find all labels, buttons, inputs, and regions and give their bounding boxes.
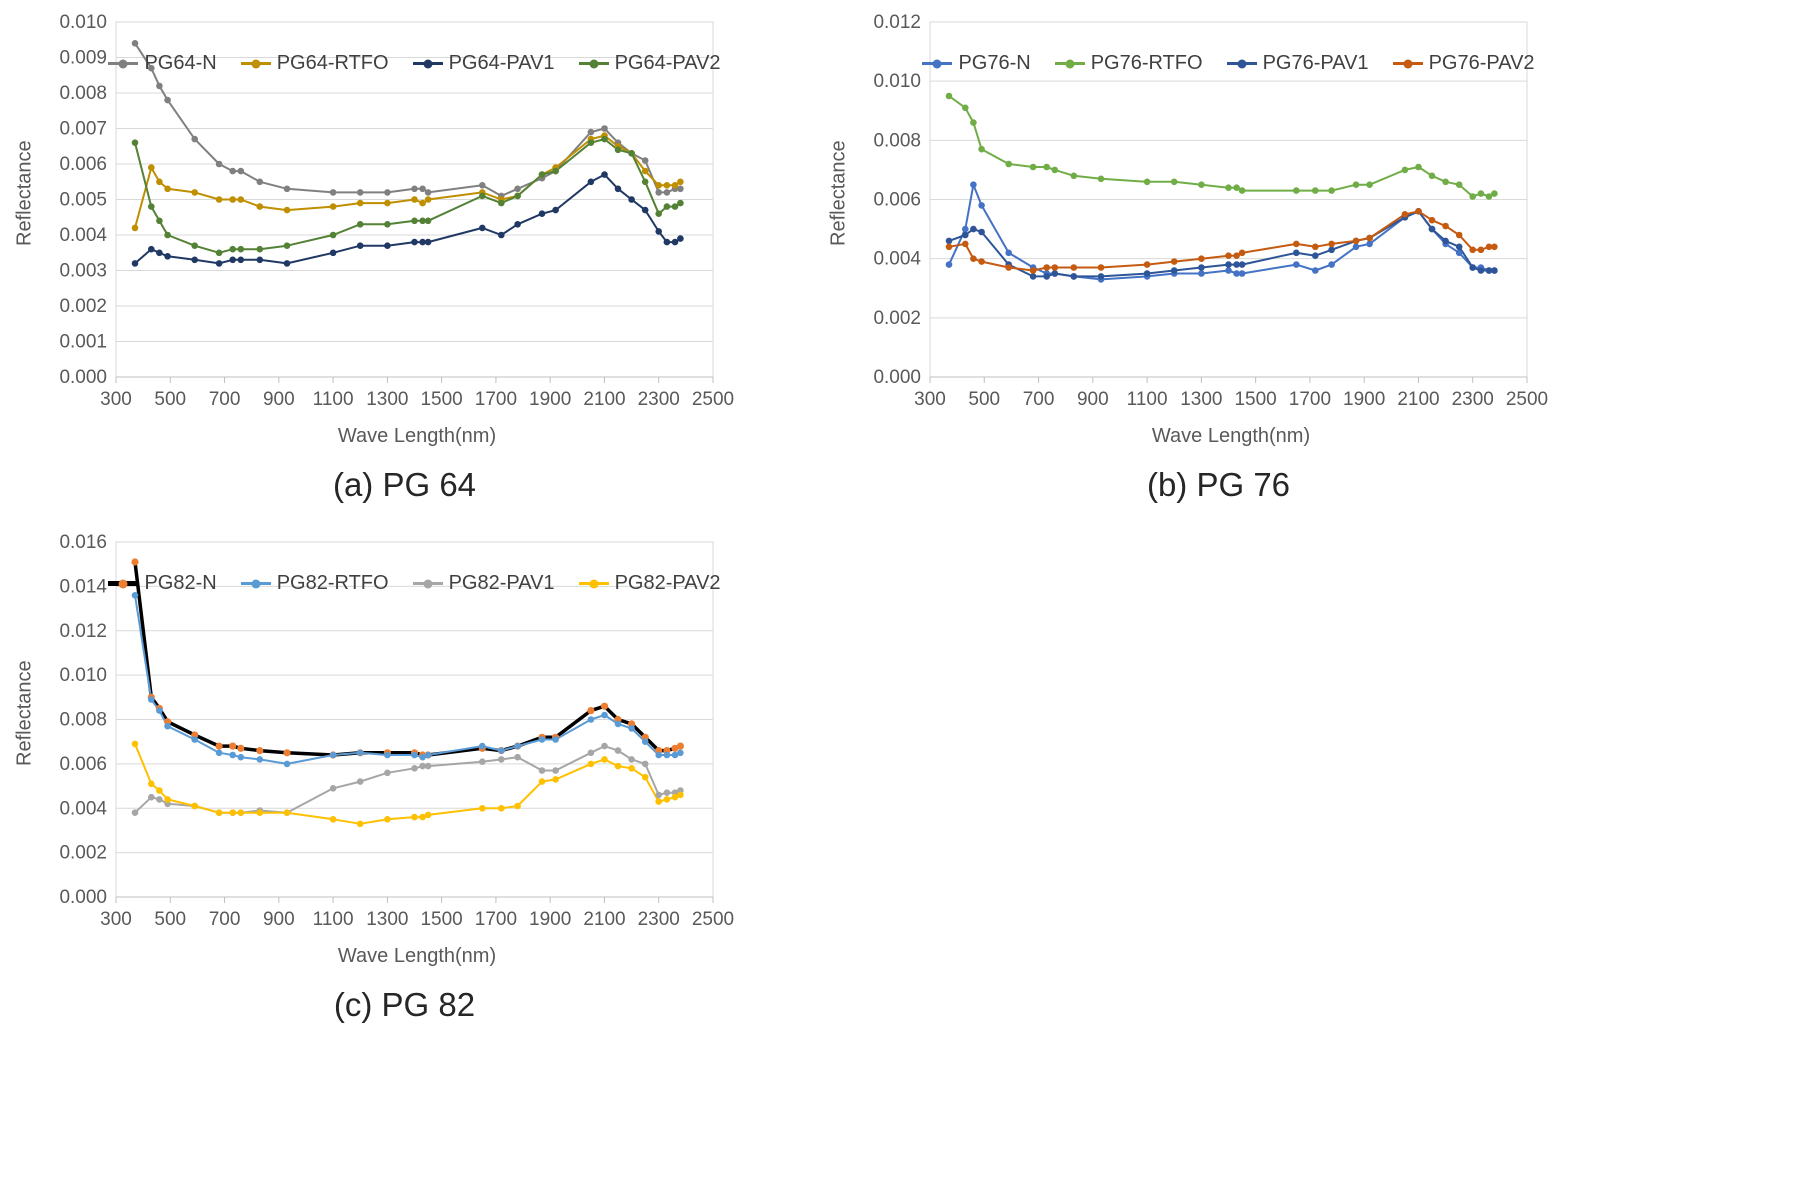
chart-c-x-axis-title: Wave Length(nm)	[337, 945, 497, 967]
svg-text:0.016: 0.016	[59, 532, 107, 553]
svg-text:0.004: 0.004	[59, 225, 107, 246]
svg-text:0.012: 0.012	[59, 621, 107, 642]
svg-text:0.005: 0.005	[59, 190, 107, 211]
svg-text:1300: 1300	[366, 389, 408, 410]
svg-text:0.000: 0.000	[59, 367, 107, 388]
chart-b-canvas: 0.000 0.002 0.004 0.006 0.008 0.010 0.012 300 50…	[873, 12, 1548, 410]
chart-c-pg82: Reflectance 0.000 0.002 0.004 0.006 0.008 0.0…	[12, 530, 742, 1024]
svg-text:2500: 2500	[692, 909, 734, 930]
svg-text:0.010: 0.010	[873, 71, 921, 92]
svg-text:0.014: 0.014	[59, 576, 107, 597]
svg-text:0.000: 0.000	[873, 367, 921, 388]
chart-c-canvas: 0.000 0.002 0.004 0.006 0.008 0.010 0.012 0.014…	[59, 532, 734, 930]
chart-a-caption: (a) PG 64	[332, 466, 477, 503]
svg-text:0.007: 0.007	[59, 119, 107, 140]
chart-b-pg76: Reflectance 0.000 0.002 0.004 0.006 0.008 0.0…	[826, 10, 1556, 504]
svg-text:2500: 2500	[1506, 389, 1548, 410]
svg-text:500: 500	[154, 909, 186, 930]
svg-text:1100: 1100	[313, 909, 354, 930]
chart-a-plot-area: 0.000 0.001 0.002 0.003 0.004 0.005 0.006 0.007…	[38, 10, 738, 425]
svg-text:700: 700	[209, 389, 241, 410]
svg-text:0.008: 0.008	[59, 710, 107, 731]
svg-text:0.004: 0.004	[59, 798, 107, 819]
svg-text:900: 900	[263, 389, 295, 410]
chart-a-y-axis-title: Reflectance	[13, 140, 36, 247]
chart-a-plot-row: Reflectance 0.000 0.001 0.002 0.003 0.004 0.0…	[12, 10, 742, 425]
svg-text:1100: 1100	[313, 389, 354, 410]
svg-text:0.002: 0.002	[59, 843, 107, 864]
chart-c-caption: (c) PG 82	[333, 986, 476, 1023]
chart-c-plot-row: Reflectance 0.000 0.002 0.004 0.006 0.008 0.0…	[12, 530, 742, 945]
svg-text:0.003: 0.003	[59, 261, 107, 282]
svg-text:0.002: 0.002	[59, 296, 107, 317]
svg-text:2100: 2100	[583, 389, 625, 410]
svg-text:0.002: 0.002	[873, 308, 921, 329]
svg-text:1700: 1700	[475, 389, 517, 410]
svg-text:2300: 2300	[1452, 389, 1494, 410]
svg-text:500: 500	[154, 389, 186, 410]
chart-a-pg64: Reflectance 0.000 0.001 0.002 0.003 0.004 0.0…	[12, 10, 742, 504]
svg-text:1500: 1500	[1234, 389, 1276, 410]
svg-text:0.009: 0.009	[59, 48, 107, 69]
svg-text:500: 500	[968, 389, 1000, 410]
figure-row-top: Reflectance 0.000 0.001 0.002 0.003 0.004 0.0…	[12, 10, 1810, 504]
svg-text:0.006: 0.006	[59, 754, 107, 775]
svg-text:700: 700	[1023, 389, 1055, 410]
svg-text:0.010: 0.010	[59, 665, 107, 686]
svg-text:1700: 1700	[1289, 389, 1331, 410]
svg-text:0.012: 0.012	[873, 12, 921, 33]
svg-text:1500: 1500	[420, 909, 462, 930]
svg-text:700: 700	[209, 909, 241, 930]
svg-text:1300: 1300	[1180, 389, 1222, 410]
svg-text:1900: 1900	[529, 909, 571, 930]
svg-text:1300: 1300	[366, 909, 408, 930]
svg-text:0.006: 0.006	[59, 154, 107, 175]
svg-text:0.010: 0.010	[59, 12, 107, 33]
svg-text:2100: 2100	[583, 909, 625, 930]
svg-text:0.001: 0.001	[59, 332, 107, 353]
svg-text:1700: 1700	[475, 909, 517, 930]
svg-text:1900: 1900	[1343, 389, 1385, 410]
svg-text:2300: 2300	[638, 909, 680, 930]
chart-c-plot-area: 0.000 0.002 0.004 0.006 0.008 0.010 0.012 0.014…	[38, 530, 738, 945]
chart-b-plot-area: 0.000 0.002 0.004 0.006 0.008 0.010 0.012 300 50…	[852, 10, 1552, 425]
svg-text:1100: 1100	[1127, 389, 1168, 410]
figure-row-bottom: Reflectance 0.000 0.002 0.004 0.006 0.008 0.0…	[12, 530, 1810, 1024]
svg-text:300: 300	[100, 389, 132, 410]
chart-b-y-axis-title: Reflectance	[827, 140, 850, 247]
svg-text:900: 900	[1077, 389, 1109, 410]
svg-text:2500: 2500	[692, 389, 734, 410]
svg-text:900: 900	[263, 909, 295, 930]
chart-a-canvas: 0.000 0.001 0.002 0.003 0.004 0.005 0.006 0.007…	[59, 12, 734, 410]
svg-text:300: 300	[914, 389, 946, 410]
chart-b-caption: (b) PG 76	[1146, 466, 1291, 503]
chart-b-x-axis-title: Wave Length(nm)	[1151, 425, 1311, 447]
svg-text:0.006: 0.006	[873, 190, 921, 211]
svg-text:0.008: 0.008	[59, 83, 107, 104]
svg-text:1500: 1500	[420, 389, 462, 410]
svg-text:1900: 1900	[529, 389, 571, 410]
svg-text:2300: 2300	[638, 389, 680, 410]
chart-b-plot-row: Reflectance 0.000 0.002 0.004 0.006 0.008 0.0…	[826, 10, 1556, 425]
svg-text:0.008: 0.008	[873, 130, 921, 151]
svg-text:300: 300	[100, 909, 132, 930]
svg-text:0.000: 0.000	[59, 887, 107, 908]
chart-c-y-axis-title: Reflectance	[13, 660, 36, 767]
svg-text:2100: 2100	[1397, 389, 1439, 410]
svg-text:0.004: 0.004	[873, 249, 921, 270]
chart-a-x-axis-title: Wave Length(nm)	[337, 425, 497, 447]
